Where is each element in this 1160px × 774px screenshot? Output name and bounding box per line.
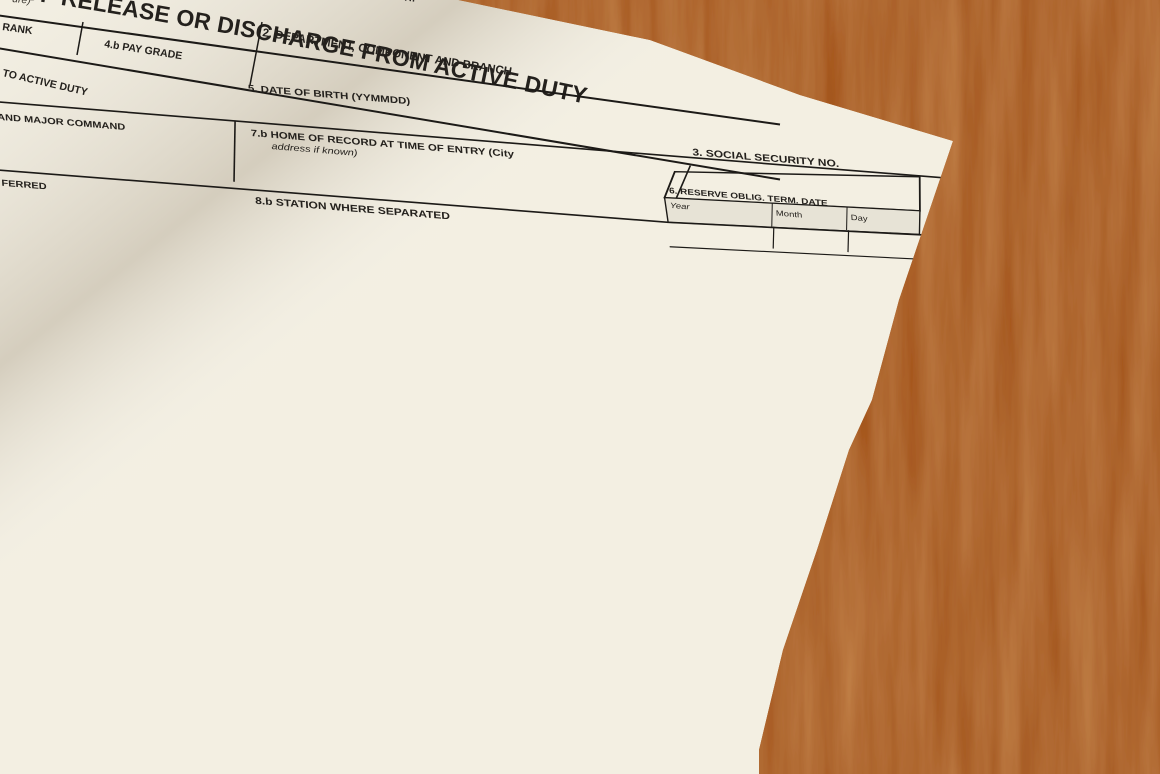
svg-text:AREAS RENDER FORM VOID: AREAS RENDER FORM VOID: [744, 14, 889, 61]
svg-text:Year: Year: [670, 201, 691, 212]
svg-text:Day: Day: [850, 213, 868, 223]
svg-text:ANY ALTERATIONS IN SHADED: ANY ALTERATIONS IN SHADED: [735, 0, 892, 48]
